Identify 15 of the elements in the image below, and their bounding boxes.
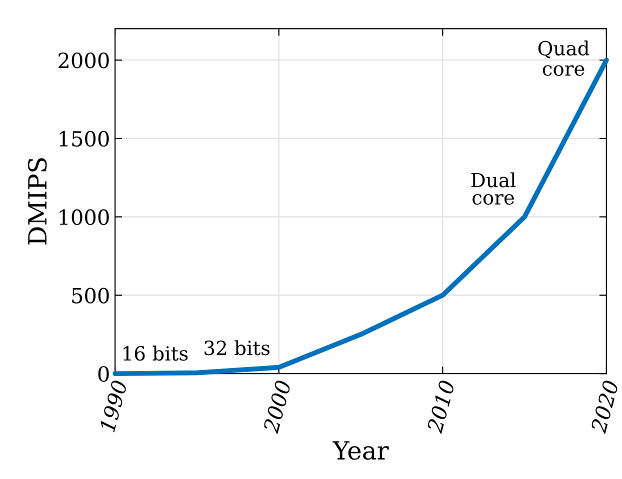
y-axis-title: DMIPS [28, 158, 47, 245]
x-tick-label: 1990 [99, 380, 128, 432]
x-tick-label: 2020 [590, 380, 619, 434]
annotation: 16 bits [124, 346, 188, 361]
annotation: 32 bits [204, 340, 270, 356]
x-tick-label: 2000 [262, 380, 292, 434]
y-tick-label: 1000 [60, 209, 109, 226]
x-axis-title: Year [332, 441, 389, 460]
y-tick-label: 0 [98, 366, 109, 382]
annotation: Quad core [538, 40, 590, 76]
y-tick-label: 500 [72, 288, 109, 304]
x-tick-label: 2010 [426, 380, 456, 434]
annotation: Dual core [471, 172, 516, 205]
y-tick-label: 2000 [58, 52, 109, 68]
y-tick-label: 1500 [60, 130, 109, 147]
